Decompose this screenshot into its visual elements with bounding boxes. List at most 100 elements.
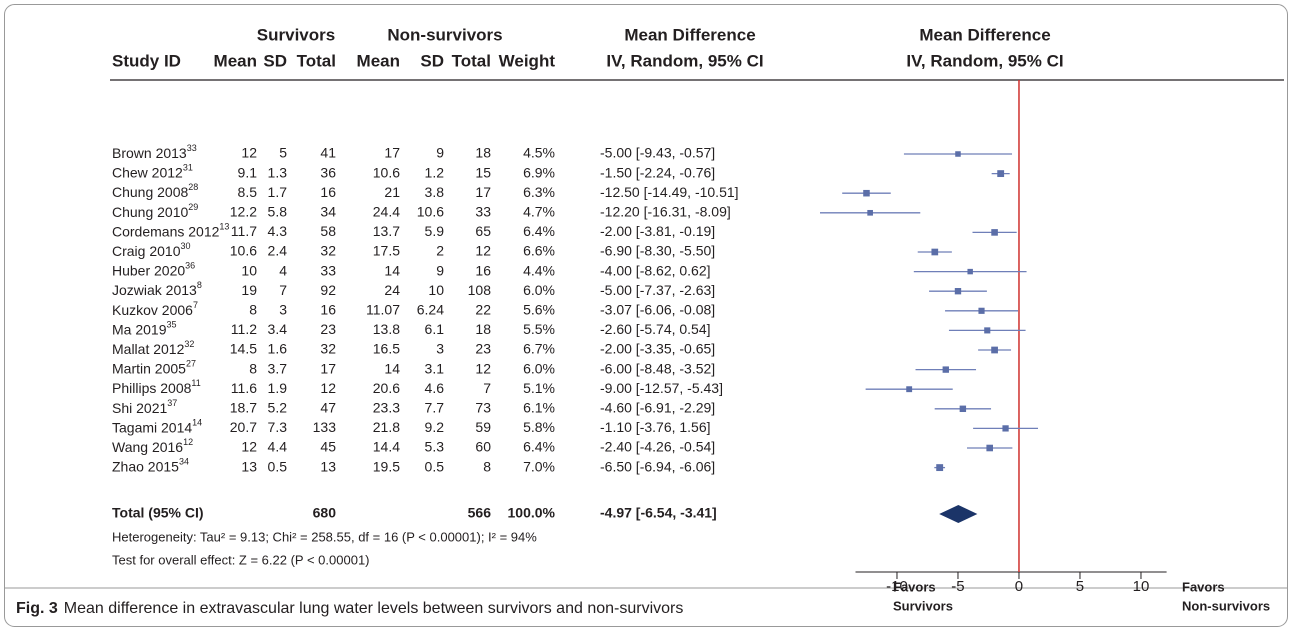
- effect-square: [986, 444, 993, 452]
- cell: 6.6%: [523, 243, 555, 259]
- cell: 12: [241, 439, 257, 455]
- cell: 11.2: [231, 321, 257, 337]
- study-label: Jozwiak 2013: [112, 282, 197, 298]
- cell: 10: [428, 282, 444, 298]
- study-name: Phillips 200811: [112, 379, 201, 396]
- effect-square: [936, 464, 944, 472]
- column-header: Study ID: [112, 51, 181, 70]
- cell: 1.3: [268, 164, 288, 180]
- cell: 13.8: [373, 321, 400, 337]
- cell: 60: [475, 439, 491, 455]
- study-name: Ma 201935: [112, 320, 177, 337]
- cell: 10.6: [373, 164, 400, 180]
- cell: 4.5%: [523, 145, 555, 161]
- effect-square: [967, 268, 973, 275]
- column-header: Total: [297, 51, 336, 70]
- total-n: 680: [313, 505, 337, 521]
- cell: 20.7: [230, 419, 257, 435]
- cell: 4: [279, 262, 287, 278]
- cell: 22: [475, 302, 491, 318]
- cell: 6.7%: [523, 341, 555, 357]
- cell: 2: [436, 243, 444, 259]
- study-label: Tagami 2014: [112, 419, 192, 435]
- md-label: -5.00 [-7.37, -2.63]: [600, 282, 715, 298]
- cell: 3.7: [268, 360, 288, 376]
- cell: 14: [384, 360, 400, 376]
- cell: 3: [436, 341, 444, 357]
- study-ref: 30: [181, 241, 191, 251]
- cell: 5.6%: [523, 302, 555, 318]
- cell: 4.7%: [523, 204, 555, 220]
- total-md-label: -4.97 [-6.54, -3.41]: [600, 505, 717, 521]
- x-tick-label: 10: [1133, 578, 1150, 595]
- cell: 4.4: [268, 439, 288, 455]
- cell: 108: [468, 282, 492, 298]
- study-label: Kuzkov 2006: [112, 302, 193, 318]
- cell: 1.7: [268, 184, 288, 200]
- cell: 33: [475, 204, 491, 220]
- study-ref: 8: [197, 281, 202, 291]
- cell: 14.5: [230, 341, 257, 357]
- cell: 23: [320, 321, 336, 337]
- cell: 10.6: [417, 204, 444, 220]
- cell: 21.8: [373, 419, 400, 435]
- cell: 6.1%: [523, 400, 555, 416]
- study-label: Phillips 2008: [112, 380, 192, 396]
- md-label: -1.50 [-2.24, -0.76]: [600, 164, 715, 180]
- study-label: Huber 2020: [112, 262, 185, 278]
- cell: 18.7: [230, 400, 257, 416]
- cell: 12: [475, 360, 491, 376]
- cell: 14.4: [373, 439, 400, 455]
- study-name: Tagami 201414: [112, 418, 202, 435]
- heterogeneity: Heterogeneity: Tau² = 9.13; Chi² = 258.5…: [112, 529, 537, 544]
- cell: 41: [320, 145, 336, 161]
- favors-right: Non-survivors: [1182, 598, 1270, 613]
- study-name: Chung 201029: [112, 202, 198, 219]
- md-label: -12.50 [-14.49, -10.51]: [600, 184, 739, 200]
- cell: 0.5: [268, 458, 288, 474]
- study-ref: 34: [179, 457, 189, 467]
- md-label: -6.50 [-6.94, -6.06]: [600, 458, 715, 474]
- cell: 11.07: [366, 302, 400, 318]
- cell: 9.2: [425, 419, 445, 435]
- cell: 5.2: [268, 400, 288, 416]
- cell: 6.9%: [523, 164, 555, 180]
- cell: 1.2: [425, 164, 445, 180]
- study-label: Zhao 2015: [112, 458, 179, 474]
- md-label: -12.20 [-16.31, -8.09]: [600, 204, 731, 220]
- study-label: Wang 2016: [112, 439, 183, 455]
- md-label: -4.00 [-8.62, 0.62]: [600, 262, 711, 278]
- cell: 6.4%: [523, 439, 555, 455]
- cell: 6.1: [425, 321, 445, 337]
- effect-square: [978, 307, 985, 314]
- study-label: Mallat 2012: [112, 341, 185, 357]
- cell: 12: [475, 243, 491, 259]
- frame: [4, 4, 1288, 627]
- cell: 16: [320, 302, 336, 318]
- effect-square: [931, 248, 939, 256]
- study-name: Shi 202137: [112, 398, 177, 415]
- cell: 18: [475, 145, 491, 161]
- cell: 32: [320, 243, 336, 259]
- cell: 15: [475, 164, 491, 180]
- study-ref: 29: [188, 202, 198, 212]
- cell: 73: [475, 400, 491, 416]
- cell: 13.7: [373, 223, 400, 239]
- md-label: -3.07 [-6.06, -0.08]: [600, 302, 715, 318]
- study-label: Shi 2021: [112, 400, 167, 416]
- cell: 21: [384, 184, 400, 200]
- total-label: Total (95% CI): [112, 505, 204, 521]
- md-label: -6.00 [-8.48, -3.52]: [600, 360, 715, 376]
- study-name: Cordemans 201213: [112, 222, 229, 239]
- md-label: -1.10 [-3.76, 1.56]: [600, 419, 711, 435]
- study-ref: 13: [219, 222, 229, 232]
- x-tick-label: -10: [886, 578, 908, 595]
- md-label: -4.60 [-6.91, -2.29]: [600, 400, 715, 416]
- md-label: -2.40 [-4.26, -0.54]: [600, 439, 715, 455]
- summary-diamond: [939, 505, 978, 523]
- cell: 5.8%: [523, 419, 555, 435]
- study-label: Chung 2010: [112, 204, 189, 220]
- cell: 11.7: [231, 223, 257, 239]
- x-tick-label: 0: [1015, 578, 1023, 595]
- cell: 7.3: [268, 419, 288, 435]
